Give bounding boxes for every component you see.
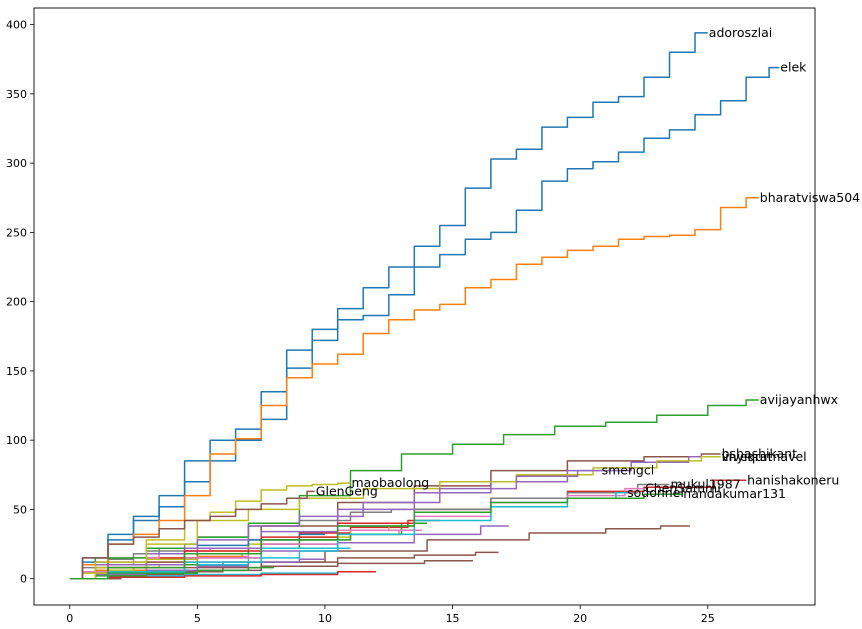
series-label-linyiqun: linyiqun: [722, 449, 772, 464]
series-line-elek: [69, 66, 780, 580]
series-label-nandakumar131: nandakumar131: [683, 486, 786, 501]
series-label-mukul1987: mukul1987: [671, 477, 741, 492]
series-line-adoroszlai: [69, 32, 708, 580]
y-tick-label: 150: [6, 365, 27, 378]
x-tick-label: 15: [446, 612, 460, 625]
x-tick-label: 25: [701, 612, 715, 625]
y-tick-label: 350: [6, 88, 27, 101]
series-line-nandakumar131: [69, 493, 683, 580]
series-label-vivekratnavel: vivekratnavel: [722, 449, 807, 464]
y-tick-label: 200: [6, 296, 27, 309]
series-label-smengcl: smengcl: [602, 463, 655, 478]
series-label-chensammi: ChenSammi: [645, 481, 721, 496]
y-tick-label: 300: [6, 157, 27, 170]
series-label-bshashikant: bshashikant: [722, 446, 798, 461]
x-tick-label: 10: [318, 612, 332, 625]
series-layer: [69, 32, 780, 580]
series-label-sodonnel: sodonnel: [627, 485, 684, 500]
series-label-elek: elek: [780, 60, 807, 75]
series-label-avijayanhwx: avijayanhwx: [760, 392, 838, 407]
plot-area-background: [34, 8, 815, 605]
series-label-bharatviswa504: bharatviswa504: [760, 190, 860, 205]
series-label-adoroszlai: adoroszlai: [709, 25, 772, 40]
series-line-vivekratnavel: [69, 456, 721, 580]
plot-frame: [33, 7, 816, 606]
x-tick-label: 20: [573, 612, 587, 625]
series-line-bharatviswa504: [69, 197, 759, 580]
y-tick-label: 50: [13, 503, 27, 516]
x-tick-label: 5: [194, 612, 201, 625]
y-tick-label: 250: [6, 226, 27, 239]
x-tick-label: 0: [66, 612, 73, 625]
series-label-layer: adoroszlai elek bharatviswa504 avijayanhwx b…: [316, 25, 860, 501]
y-tick-label: 100: [6, 434, 27, 447]
y-tick-label: 400: [6, 19, 27, 32]
series-label-maobaolong: maobaolong: [352, 475, 430, 490]
y-tick-label: 0: [20, 573, 27, 586]
series-line-glengeng: [69, 490, 315, 580]
series-line-maobaolong: [69, 482, 351, 580]
series-label-glengeng: GlenGeng: [316, 483, 378, 498]
series-label-hanishakoneru: hanishakoneru: [747, 472, 839, 487]
